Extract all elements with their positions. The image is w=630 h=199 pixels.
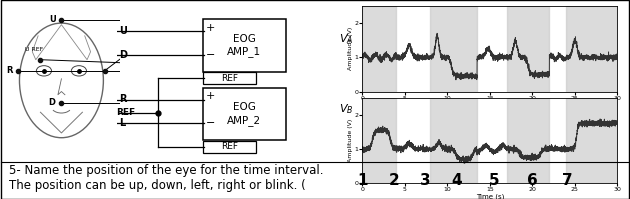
Text: 5- Name the position of the eye for the time interval.
The position can be up, d: 5- Name the position of the eye for the … <box>9 164 324 192</box>
Text: L: L <box>119 118 125 128</box>
Text: −: − <box>206 118 215 128</box>
FancyBboxPatch shape <box>203 88 285 140</box>
Text: $V_B$: $V_B$ <box>340 102 353 116</box>
Text: 5: 5 <box>490 173 500 188</box>
Text: R: R <box>6 66 13 75</box>
Bar <box>507 98 549 183</box>
Bar <box>430 6 477 92</box>
X-axis label: Time (s): Time (s) <box>476 194 504 199</box>
Text: U: U <box>119 26 127 36</box>
Text: 4: 4 <box>452 173 462 188</box>
Text: +: + <box>206 23 215 33</box>
Text: AMP_2: AMP_2 <box>227 115 261 126</box>
Text: REF: REF <box>220 74 238 83</box>
Bar <box>566 6 617 92</box>
Text: U REF: U REF <box>25 47 43 52</box>
Bar <box>362 98 396 183</box>
Text: 1: 1 <box>357 173 367 188</box>
FancyBboxPatch shape <box>203 19 285 72</box>
Text: EOG: EOG <box>232 34 256 44</box>
FancyBboxPatch shape <box>203 72 256 84</box>
Bar <box>430 98 477 183</box>
Text: 2: 2 <box>388 173 399 188</box>
Text: 3: 3 <box>420 173 430 188</box>
Text: 6: 6 <box>527 173 538 188</box>
Bar <box>507 6 549 92</box>
Y-axis label: Amplitude (V): Amplitude (V) <box>348 27 353 70</box>
Text: 7: 7 <box>562 173 572 188</box>
Y-axis label: Amplitude (V): Amplitude (V) <box>348 119 353 162</box>
Text: U: U <box>49 15 55 24</box>
Bar <box>566 98 617 183</box>
Text: EOG: EOG <box>232 102 256 112</box>
Text: R: R <box>119 95 127 104</box>
Text: +: + <box>206 91 215 101</box>
Text: REF: REF <box>117 108 135 117</box>
X-axis label: Time (s): Time (s) <box>476 102 504 109</box>
FancyBboxPatch shape <box>203 141 256 153</box>
Text: D: D <box>119 50 127 60</box>
Bar <box>362 6 396 92</box>
Text: REF: REF <box>220 142 238 151</box>
Text: $V_A$: $V_A$ <box>340 32 353 46</box>
Text: AMP_1: AMP_1 <box>227 46 261 57</box>
Text: −: − <box>206 50 215 60</box>
Text: D: D <box>49 98 55 107</box>
